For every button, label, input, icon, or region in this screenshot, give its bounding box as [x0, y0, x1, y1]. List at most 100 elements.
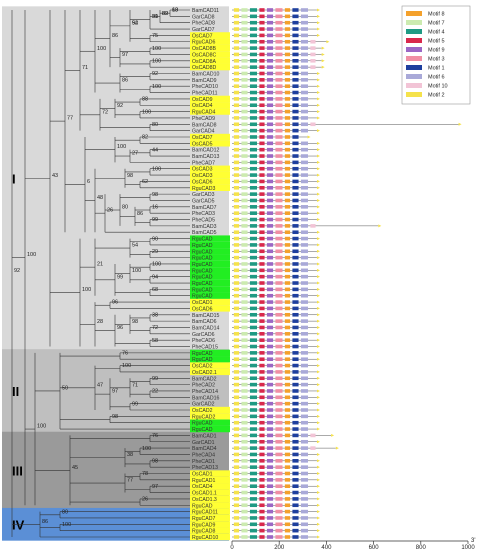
- motif-box: [292, 274, 299, 279]
- taxon-label: BamCAD8: [192, 122, 217, 128]
- motif-box: [300, 420, 308, 425]
- motif-box: [284, 351, 291, 355]
- motif-box: [259, 141, 265, 146]
- protein-end-marker: [316, 383, 320, 387]
- bootstrap-label: 43: [52, 173, 58, 179]
- motif-box: [266, 497, 274, 501]
- motif-box: [266, 395, 274, 400]
- protein-end-marker: [316, 421, 320, 425]
- motif-box: [249, 109, 258, 114]
- motif-box: [275, 274, 283, 279]
- motif-box: [275, 160, 283, 165]
- motif-box: [266, 503, 274, 508]
- motif-box: [275, 351, 283, 355]
- motif-box: [284, 433, 291, 438]
- taxon-label: RguCAD6: [192, 40, 215, 46]
- motif-box: [259, 363, 265, 368]
- bootstrap-label: 71: [132, 382, 138, 388]
- motif-box: [259, 166, 265, 171]
- motif-box: [249, 389, 258, 393]
- taxon-label: OsCAD9: [192, 97, 213, 103]
- protein-end-marker: [316, 306, 320, 310]
- motif-box: [249, 497, 258, 501]
- bootstrap-label: 62: [142, 179, 148, 185]
- motif-box: [284, 274, 291, 279]
- taxon-highlight-green: [190, 349, 230, 357]
- taxon-label: OsCAD1: [192, 300, 213, 306]
- motif-box: [310, 122, 316, 127]
- bootstrap-label: 82: [142, 135, 148, 141]
- motif-box: [249, 224, 258, 228]
- motif-box: [300, 128, 308, 133]
- motif-box: [284, 471, 291, 476]
- motif-box: [284, 128, 291, 133]
- motif-box: [275, 84, 283, 88]
- bootstrap-label: 72: [102, 109, 108, 115]
- motif-box: [241, 179, 248, 184]
- motif-box: [292, 154, 299, 158]
- protein-end-marker: [316, 33, 320, 37]
- motif-box: [266, 103, 274, 108]
- motif-box: [284, 122, 291, 127]
- motif-box: [275, 14, 283, 19]
- protein-end-marker: [316, 275, 320, 279]
- protein-end-marker: [316, 218, 320, 222]
- motif-box: [241, 465, 248, 469]
- axis-tick-label: 1000: [461, 545, 475, 550]
- bootstrap-label: 100: [132, 268, 141, 274]
- motif-box: [249, 141, 258, 146]
- motif-box: [259, 344, 265, 349]
- motif-box: [292, 268, 299, 273]
- motif-box: [284, 516, 291, 520]
- motif-box: [259, 414, 265, 419]
- taxon-label: RguCAD1: [192, 478, 215, 484]
- motif-box: [233, 230, 240, 235]
- bootstrap-label: 86: [122, 78, 128, 84]
- motif-box: [292, 471, 299, 476]
- motif-box: [292, 27, 299, 31]
- motif-box: [275, 325, 283, 330]
- motif-box: [259, 211, 265, 215]
- motif-box: [300, 300, 308, 304]
- bootstrap-label: 6: [87, 179, 90, 185]
- motif-box: [292, 382, 299, 387]
- motif-box: [284, 344, 291, 349]
- bootstrap-label: 100: [152, 46, 161, 52]
- bootstrap-label: 75: [152, 33, 158, 39]
- motif-box: [259, 179, 265, 184]
- motif-box: [284, 357, 291, 362]
- motif-box: [292, 33, 299, 38]
- taxon-label: RguCAD7: [192, 516, 215, 522]
- motif-box: [292, 46, 299, 50]
- legend-item-label: Motif 3: [428, 57, 445, 63]
- motif-box: [275, 370, 283, 374]
- taxon-label: GarCAD3: [192, 192, 215, 198]
- motif-box: [241, 249, 248, 254]
- motif-box: [300, 287, 308, 292]
- bootstrap-label: 76: [152, 433, 158, 439]
- motif-box: [292, 338, 299, 342]
- motif-box: [259, 135, 265, 139]
- taxon-label: OsCAD1: [192, 472, 213, 478]
- motif-box: [249, 160, 258, 165]
- motif-box: [266, 46, 274, 50]
- motif-box: [300, 516, 308, 520]
- bootstrap-label: 92: [117, 103, 123, 109]
- motif-box: [233, 484, 240, 489]
- protein-end-marker: [316, 319, 320, 323]
- motif-box: [241, 192, 248, 196]
- motif-box: [284, 211, 291, 215]
- motif-box: [241, 281, 248, 285]
- bootstrap-label: 94: [152, 274, 158, 280]
- motif-box: [300, 14, 308, 19]
- motif-box: [300, 198, 308, 203]
- motif-box: [233, 217, 240, 222]
- taxon-highlight-yellow: [190, 102, 230, 109]
- motif-box: [292, 344, 299, 349]
- motif-box: [284, 173, 291, 177]
- motif-box: [249, 503, 258, 508]
- motif-box: [292, 401, 299, 406]
- taxon-highlight-yellow: [190, 489, 230, 496]
- bootstrap-label: 29: [152, 249, 158, 255]
- motif-box: [310, 446, 316, 450]
